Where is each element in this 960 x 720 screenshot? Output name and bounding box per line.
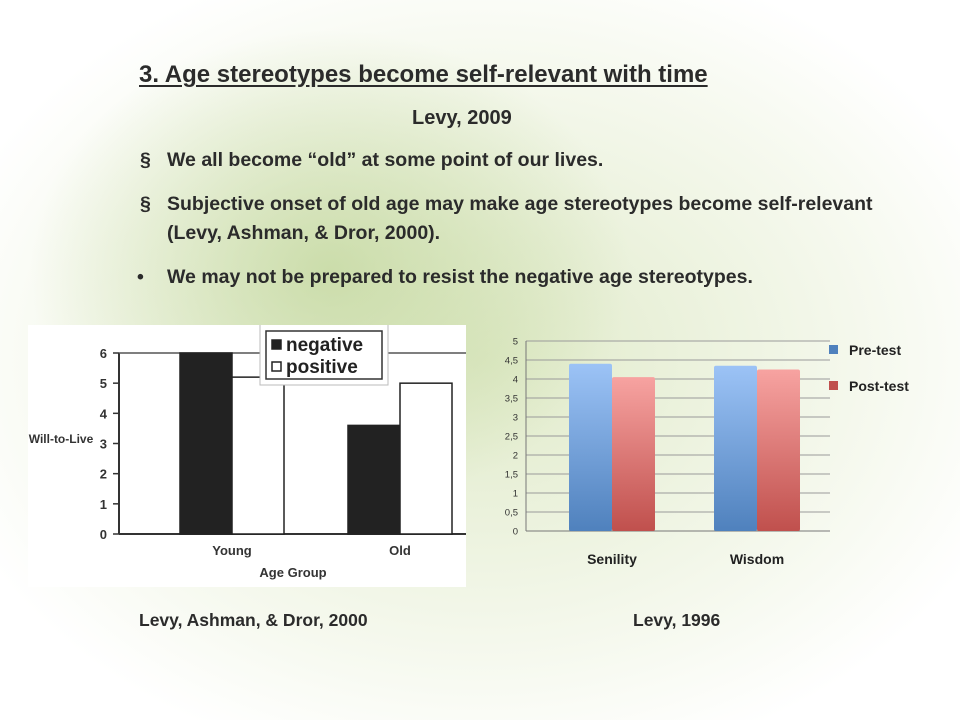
y-tick-label: 2 xyxy=(100,467,107,482)
y-tick-label: 5 xyxy=(513,337,518,348)
bullet-item: § Subjective onset of old age may make a… xyxy=(140,190,887,248)
y-tick-label: 2,5 xyxy=(505,432,518,443)
stereotype-pretest-posttest-chart: 0 0,5 1 1,5 2 2,5 3 3,5 4 4,5 5 Senility Wisdom Pre-t… xyxy=(488,330,940,575)
y-axis-label: Will-to-Live xyxy=(29,432,94,446)
legend-label-positive: positive xyxy=(286,357,358,378)
legend-label-post-test: Post-test xyxy=(849,378,909,394)
legend-label-negative: negative xyxy=(286,335,363,356)
bar-post-test-wisdom xyxy=(757,369,800,531)
bar-pre-test-wisdom xyxy=(714,365,757,531)
legend-swatch-negative xyxy=(271,339,282,350)
y-tick-label: 4 xyxy=(513,375,518,386)
legend-label-pre-test: Pre-test xyxy=(849,342,901,358)
bullet-marker: • xyxy=(137,266,144,288)
bar-post-test-senility xyxy=(612,377,655,531)
y-tick-label: 4,5 xyxy=(505,356,518,367)
x-tick-label: Senility xyxy=(587,551,637,567)
bar-pre-test-senility xyxy=(569,363,612,531)
y-tick-label: 6 xyxy=(100,346,107,361)
y-tick-label: 1 xyxy=(513,489,518,500)
bar-positive-old xyxy=(399,382,453,535)
bullet-text: We may not be prepared to resist the neg… xyxy=(167,266,753,288)
x-tick-label: Old xyxy=(389,543,411,558)
source-citation-left: Levy, Ashman, & Dror, 2000 xyxy=(139,610,368,630)
legend-swatch-pre-test xyxy=(829,345,838,354)
bullet-item: • We may not be prepared to resist the n… xyxy=(137,263,927,292)
y-tick-label: 3,5 xyxy=(505,394,518,405)
slide-title: 3. Age stereotypes become self-relevant … xyxy=(139,61,708,88)
y-tick-label: 0 xyxy=(100,527,107,542)
bullet-marker: § xyxy=(140,193,151,215)
bullet-text: Subjective onset of old age may make age… xyxy=(167,193,873,244)
will-to-live-chart: 0 1 2 3 4 5 6 Young Old Will-to-Live Age Group nega… xyxy=(28,325,466,587)
legend-box xyxy=(259,325,389,386)
stereotype-chart-svg: 0 0,5 1 1,5 2 2,5 3 3,5 4 4,5 5 Senility Wisdom Pre-t… xyxy=(505,337,909,568)
legend-swatch-positive xyxy=(271,361,282,372)
y-tick-label: 1,5 xyxy=(505,470,518,481)
y-tick-label: 4 xyxy=(100,406,108,421)
y-tick-label: 3 xyxy=(513,413,518,424)
bullet-marker: § xyxy=(140,149,151,171)
bullet-item: § We all become “old” at some point of o… xyxy=(140,146,907,175)
source-citation-right: Levy, 1996 xyxy=(633,610,721,630)
slide-subtitle: Levy, 2009 xyxy=(412,107,512,129)
legend-inner-frame xyxy=(265,330,383,380)
x-axis-label: Age Group xyxy=(259,565,326,580)
bullet-text: We all become “old” at some point of our… xyxy=(167,149,604,171)
y-tick-label: 3 xyxy=(100,437,107,452)
y-tick-label: 5 xyxy=(100,376,107,391)
x-tick-label: Young xyxy=(212,543,252,558)
bar-negative-old xyxy=(347,424,401,535)
legend-swatch-post-test xyxy=(829,381,838,390)
y-tick-label: 0,5 xyxy=(505,508,518,519)
y-tick-label: 2 xyxy=(513,451,518,462)
x-tick-label: Wisdom xyxy=(730,551,784,567)
bar-negative-young xyxy=(179,352,233,535)
bar-positive-young xyxy=(231,376,285,535)
will-to-live-chart-svg: 0 1 2 3 4 5 6 Young Old Will-to-Live Age Group nega… xyxy=(29,325,466,580)
y-tick-label: 1 xyxy=(100,497,107,512)
y-tick-label: 0 xyxy=(513,527,518,538)
